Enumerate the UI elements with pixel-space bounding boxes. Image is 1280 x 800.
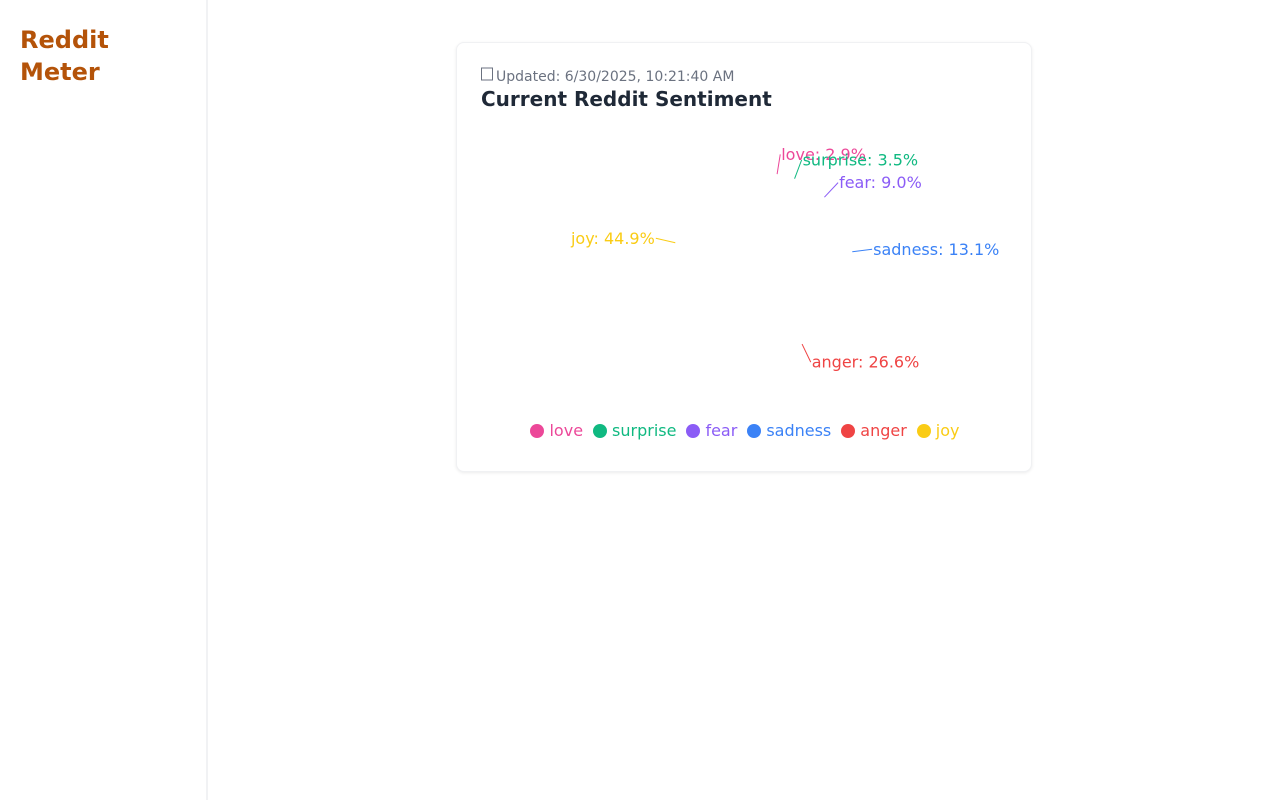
sidebar: Reddit Meter bbox=[0, 0, 208, 800]
updated-text: Updated: 6/30/2025, 10:21:40 AM bbox=[496, 69, 735, 85]
legend-dot-icon bbox=[916, 424, 931, 438]
legend-dot-icon bbox=[686, 424, 701, 438]
legend-label: joy bbox=[935, 421, 960, 440]
leader-line-surprise bbox=[794, 159, 803, 179]
data-label-anger: anger: 26.6% bbox=[812, 353, 920, 372]
legend-label: fear bbox=[705, 421, 738, 440]
app-brand[interactable]: Reddit Meter bbox=[20, 26, 109, 86]
data-label-surprise: surprise: 3.5% bbox=[803, 150, 919, 169]
leader-line-sadness bbox=[852, 248, 873, 253]
legend-item-anger[interactable]: anger bbox=[841, 421, 907, 441]
leader-line-joy bbox=[655, 237, 676, 244]
legend-dot-icon bbox=[747, 424, 762, 438]
legend-dot-icon bbox=[530, 424, 545, 438]
chart-title: Current Reddit Sentiment bbox=[481, 87, 772, 111]
sentiment-pie-chart: love: 2.9%surprise: 3.5% fear: 9.0% sadnes… bbox=[570, 145, 999, 372]
pie-slices bbox=[663, 163, 863, 363]
legend-item-fear[interactable]: fear bbox=[686, 421, 737, 441]
clock-icon bbox=[481, 67, 493, 85]
legend-label: sadness bbox=[766, 421, 832, 440]
legend-label: anger bbox=[860, 421, 907, 440]
legend-dot-icon bbox=[841, 424, 856, 438]
data-label-fear: fear: 9.0% bbox=[839, 173, 922, 192]
leader-line-fear bbox=[824, 182, 839, 198]
sentiment-card: Updated: 6/30/2025, 10:21:40 AM Current … bbox=[456, 42, 1032, 472]
chart-legend: love surprise fear sadness anger joy bbox=[457, 421, 1033, 441]
legend-item-surprise[interactable]: surprise bbox=[593, 421, 676, 441]
leader-line-love bbox=[776, 154, 781, 175]
legend-item-sadness[interactable]: sadness bbox=[747, 421, 831, 441]
legend-label: surprise bbox=[612, 421, 677, 440]
updated-timestamp: Updated: 6/30/2025, 10:21:40 AM bbox=[481, 67, 734, 85]
legend-item-love[interactable]: love bbox=[530, 421, 583, 441]
legend-dot-icon bbox=[593, 424, 608, 438]
legend-label: love bbox=[549, 421, 584, 440]
leader-line-anger bbox=[801, 343, 812, 363]
pie-labels: love: 2.9%surprise: 3.5% fear: 9.0% sadnes… bbox=[570, 145, 999, 372]
legend-item-joy[interactable]: joy bbox=[916, 421, 960, 441]
data-label-love: love: 2.9% bbox=[781, 145, 866, 164]
data-label-sadness: sadness: 13.1% bbox=[873, 240, 999, 259]
data-label-joy: joy: 44.9% bbox=[570, 229, 655, 248]
